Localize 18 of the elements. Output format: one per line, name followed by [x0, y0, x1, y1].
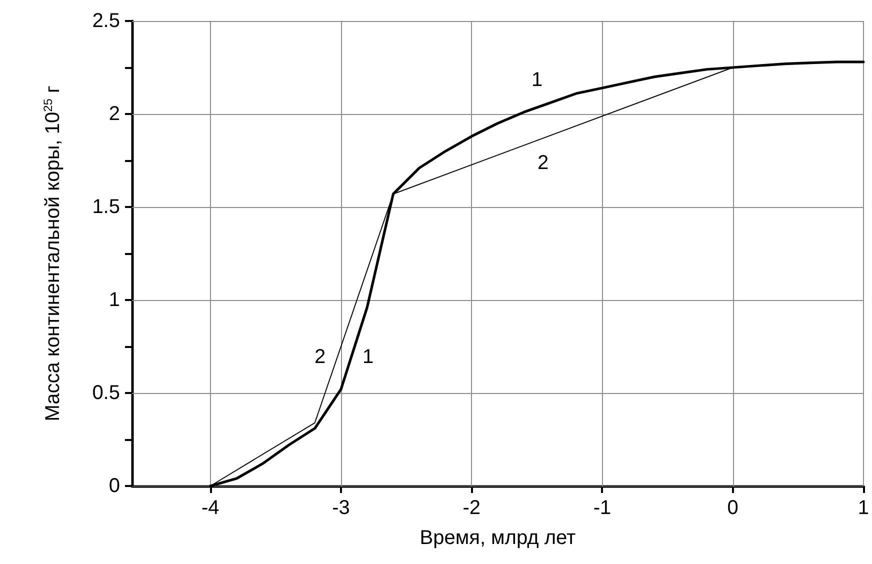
- y-tick-label: 0.5: [92, 382, 120, 404]
- x-tick-label: 1: [858, 497, 869, 519]
- x-tick-label: -3: [332, 497, 350, 519]
- annotation: 1: [362, 346, 374, 368]
- y-tick-label: 1.5: [92, 196, 120, 218]
- y-tick-label: 1: [108, 289, 120, 311]
- x-tick-label: -2: [462, 497, 480, 519]
- annotation: 1: [531, 69, 543, 91]
- annotation: 2: [314, 346, 326, 368]
- annotation: 2: [537, 152, 549, 174]
- y-tick-label: 2.5: [92, 10, 120, 32]
- y-tick-label: 0: [108, 475, 120, 497]
- y-tick-label: 2: [108, 103, 120, 125]
- x-tick-label: 0: [727, 497, 738, 519]
- x-tick-label: -4: [201, 497, 220, 519]
- x-axis-title: Время, млрд лет: [420, 527, 576, 549]
- x-tick-label: -1: [593, 497, 612, 519]
- y-axis-title: Масса континентальной коры, 1025 г: [41, 86, 64, 422]
